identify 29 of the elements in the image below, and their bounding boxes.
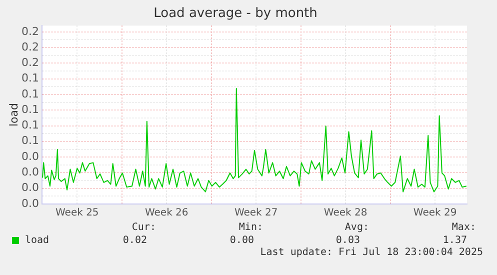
text: Cur:	[132, 222, 156, 233]
text: 0.02	[122, 235, 147, 246]
legend-label: load	[24, 235, 50, 246]
x-tick-label: Week 28	[324, 208, 368, 219]
text: Last update: Fri Jul 18 23:00:04 2025	[260, 247, 483, 258]
text: 1.37	[442, 235, 467, 246]
y-tick-label: 0.1	[22, 118, 39, 132]
chart-title: Load average - by month	[154, 6, 318, 22]
y-tick-label: 0.1	[22, 134, 39, 148]
x-tick-label: Week 26	[144, 208, 188, 219]
y-tick-label: 0.1	[22, 87, 39, 100]
y-tick-label: 0.1	[22, 102, 39, 116]
y-tick-label: 0.0	[22, 181, 39, 194]
y-tick-label: 0.2	[22, 24, 39, 38]
text: 0.00	[230, 235, 254, 246]
y-tick-label: 0.0	[22, 166, 39, 179]
y-tick-label: 0.0	[22, 196, 39, 210]
x-tick-label: Week 25	[55, 208, 99, 219]
text: Max:	[452, 222, 476, 233]
y-axis-title: load	[7, 103, 20, 127]
y-tick-label: 0.2	[22, 40, 39, 54]
x-tick-label: Week 29	[413, 208, 457, 219]
text: 0.03	[336, 235, 360, 246]
x-tick-label: Week 27	[234, 208, 278, 219]
y-tick-label: 0.0	[22, 150, 39, 164]
y-tick-label: 0.1	[22, 72, 39, 85]
y-tick-label: 0.2	[22, 56, 39, 70]
text: Avg:	[344, 222, 369, 233]
text: Min:	[238, 222, 263, 233]
